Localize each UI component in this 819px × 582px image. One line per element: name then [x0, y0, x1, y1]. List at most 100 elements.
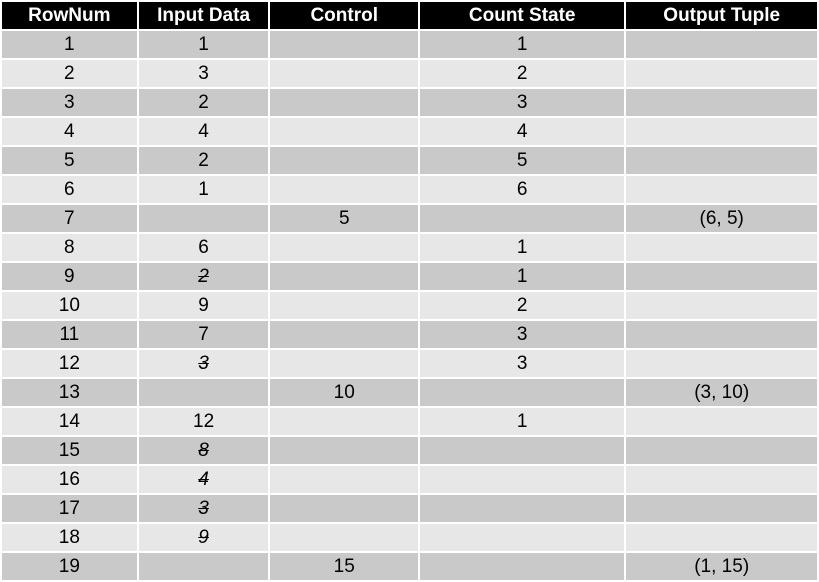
output-tuple-cell: (6, 5) [624, 203, 819, 234]
control-cell [268, 29, 420, 60]
control-cell [268, 174, 420, 205]
control-cell [268, 145, 420, 176]
count-state-cell [417, 551, 627, 582]
input-data-cell [136, 551, 271, 582]
count-state-cell: 1 [417, 261, 627, 292]
table-row: 7 5 (6, 5) [0, 203, 819, 234]
control-cell [268, 493, 420, 524]
control-cell [268, 58, 420, 89]
output-tuple-cell [624, 261, 819, 292]
table-header: RowNum Input Data Control Count State Ou… [0, 0, 819, 31]
input-data-cell: 6 [136, 232, 271, 263]
control-cell [268, 406, 420, 437]
count-state-cell: 5 [417, 145, 627, 176]
rownum-cell: 3 [0, 87, 139, 118]
input-data-cell [136, 377, 271, 408]
output-tuple-cell [624, 232, 819, 263]
count-state-cell: 2 [417, 290, 627, 321]
table-row: 11 7 3 [0, 319, 819, 350]
column-header-rownum: RowNum [0, 0, 139, 31]
control-cell [268, 116, 420, 147]
input-data-cell: 4 [136, 464, 271, 495]
rownum-cell: 9 [0, 261, 139, 292]
output-tuple-cell [624, 116, 819, 147]
struck-input-value: 9 [198, 526, 209, 548]
input-data-cell: 3 [136, 348, 271, 379]
output-tuple-cell [624, 435, 819, 466]
output-tuple-cell: (1, 15) [624, 551, 819, 582]
rownum-cell: 16 [0, 464, 139, 495]
column-header-output-tuple: Output Tuple [624, 0, 819, 31]
count-state-cell: 4 [417, 116, 627, 147]
rownum-cell: 4 [0, 116, 139, 147]
rownum-cell: 10 [0, 290, 139, 321]
control-cell: 15 [268, 551, 420, 582]
struck-input-value: 2 [198, 265, 209, 287]
control-cell [268, 348, 420, 379]
rownum-cell: 18 [0, 522, 139, 553]
table-row: 14 12 1 [0, 406, 819, 437]
header-row: RowNum Input Data Control Count State Ou… [0, 0, 819, 31]
control-cell [268, 290, 420, 321]
output-tuple-cell [624, 145, 819, 176]
input-data-cell: 2 [136, 87, 271, 118]
input-data-cell: 1 [136, 29, 271, 60]
table-row: 9 2 1 [0, 261, 819, 292]
table-row: 19 15 (1, 15) [0, 551, 819, 582]
count-state-cell: 2 [417, 58, 627, 89]
rownum-cell: 8 [0, 232, 139, 263]
rownum-cell: 19 [0, 551, 139, 582]
count-state-cell: 3 [417, 319, 627, 350]
input-data-cell: 9 [136, 522, 271, 553]
count-state-cell: 1 [417, 29, 627, 60]
input-data-cell [136, 203, 271, 234]
input-data-cell: 3 [136, 58, 271, 89]
struck-input-value: 3 [198, 352, 209, 374]
column-header-input-data: Input Data [136, 0, 271, 31]
output-tuple-cell [624, 319, 819, 350]
input-data-cell: 1 [136, 174, 271, 205]
output-tuple-cell [624, 348, 819, 379]
struck-input-value: 3 [198, 497, 209, 519]
control-cell [268, 522, 420, 553]
rownum-cell: 11 [0, 319, 139, 350]
rownum-cell: 5 [0, 145, 139, 176]
count-state-cell: 3 [417, 348, 627, 379]
rownum-cell: 12 [0, 348, 139, 379]
output-tuple-cell [624, 87, 819, 118]
struck-input-value: 8 [198, 439, 209, 461]
input-data-cell: 3 [136, 493, 271, 524]
table-body: 1 1 1 2 3 2 3 2 3 4 4 4 5 2 5 6 1 6 7 5 (6, 5) 8 6 1 9 2 1 10 9 2 11 7 3… [0, 29, 819, 582]
struck-input-value: 4 [198, 468, 209, 490]
table-row: 15 8 [0, 435, 819, 466]
output-tuple-cell [624, 290, 819, 321]
rownum-cell: 7 [0, 203, 139, 234]
input-data-cell: 4 [136, 116, 271, 147]
count-state-cell: 3 [417, 87, 627, 118]
output-tuple-cell [624, 406, 819, 437]
table-row: 18 9 [0, 522, 819, 553]
output-tuple-cell [624, 174, 819, 205]
table-row: 12 3 3 [0, 348, 819, 379]
control-cell [268, 319, 420, 350]
control-cell [268, 464, 420, 495]
input-data-cell: 2 [136, 145, 271, 176]
output-tuple-cell [624, 493, 819, 524]
control-cell [268, 87, 420, 118]
table-row: 10 9 2 [0, 290, 819, 321]
table-row: 16 4 [0, 464, 819, 495]
table-row: 17 3 [0, 493, 819, 524]
rownum-cell: 1 [0, 29, 139, 60]
rownum-cell: 17 [0, 493, 139, 524]
control-cell [268, 435, 420, 466]
rownum-cell: 2 [0, 58, 139, 89]
column-header-control: Control [268, 0, 420, 31]
rownum-cell: 15 [0, 435, 139, 466]
output-tuple-cell [624, 464, 819, 495]
output-tuple-cell [624, 522, 819, 553]
input-data-cell: 8 [136, 435, 271, 466]
input-data-cell: 7 [136, 319, 271, 350]
count-state-cell [417, 377, 627, 408]
